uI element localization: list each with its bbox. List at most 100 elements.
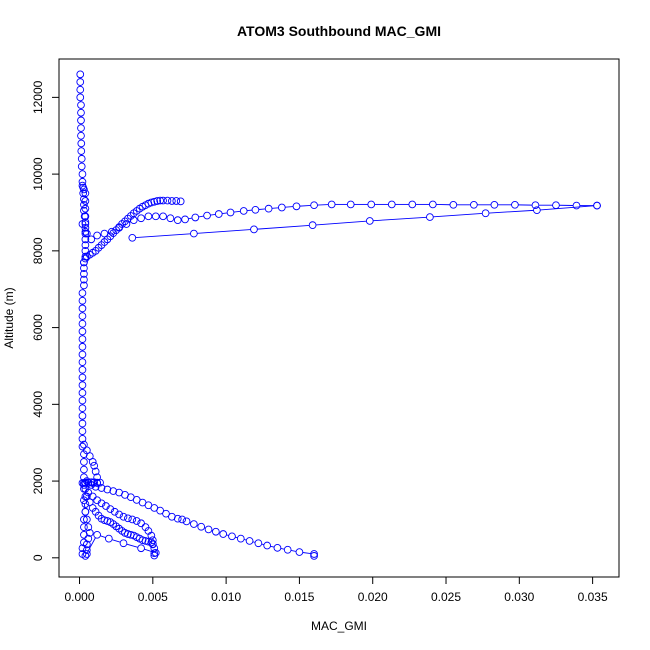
data-point: [103, 485, 112, 494]
data-point: [173, 514, 182, 523]
series-segment: [271, 207, 279, 209]
data-point: [78, 170, 87, 178]
data-point: [76, 85, 85, 94]
data-point: [80, 281, 88, 290]
data-point: [78, 442, 87, 451]
data-point: [132, 517, 141, 525]
data-point: [365, 217, 374, 225]
data-point: [197, 522, 206, 531]
data-point: [80, 515, 88, 524]
data-point: [104, 534, 113, 543]
series-segment: [210, 214, 216, 216]
data-point: [128, 515, 137, 524]
data-point: [408, 200, 417, 209]
y-tick-label: 2000: [31, 467, 45, 494]
data-point: [124, 530, 132, 538]
data-point: [77, 154, 86, 163]
data-point: [190, 229, 198, 238]
data-point: [226, 208, 235, 217]
data-point: [81, 212, 90, 221]
data-point: [81, 189, 90, 198]
data-point: [159, 212, 167, 221]
data-point: [159, 196, 167, 205]
data-series: [83, 477, 318, 560]
data-point: [428, 200, 437, 209]
data-point: [83, 550, 91, 558]
data-point: [181, 215, 189, 224]
series-segment: [135, 233, 191, 239]
data-point: [78, 358, 87, 366]
data-point: [81, 247, 90, 255]
data-point: [91, 482, 100, 491]
data-point: [79, 189, 88, 198]
data-point: [151, 212, 160, 221]
data-point: [77, 162, 86, 171]
series-segment: [270, 545, 275, 548]
x-tick-label: 0.030: [504, 590, 534, 604]
data-point: [141, 537, 150, 545]
data-point: [81, 552, 90, 560]
data-point: [122, 220, 131, 228]
data-point: [295, 548, 304, 556]
series-segment: [302, 552, 311, 554]
data-point: [80, 206, 88, 215]
data-point: [251, 205, 260, 214]
data-point: [129, 216, 138, 225]
data-point: [148, 536, 157, 545]
data-series: [78, 478, 104, 487]
data-point: [128, 233, 137, 242]
y-tick-label: 12000: [31, 80, 45, 114]
data-point: [80, 473, 88, 482]
data-point: [97, 499, 106, 508]
data-point: [77, 147, 86, 155]
data-point: [81, 500, 90, 508]
data-point: [80, 264, 88, 272]
data-point: [178, 515, 186, 524]
data-point: [78, 479, 87, 487]
data-point: [144, 212, 153, 221]
data-point: [147, 538, 156, 547]
data-point: [124, 514, 132, 523]
data-point: [83, 540, 91, 549]
data-point: [80, 200, 88, 209]
data-point: [78, 304, 87, 313]
chart-title: ATOM3 Southbound MAC_GMI: [237, 23, 441, 39]
series-segment: [198, 215, 204, 218]
data-series: [128, 201, 601, 242]
data-point: [162, 509, 170, 518]
data-point: [81, 478, 90, 487]
data-point: [168, 197, 176, 205]
data-point: [85, 529, 94, 537]
y-tick-label: 0: [31, 554, 45, 561]
data-point: [346, 200, 355, 209]
data-point: [76, 93, 85, 102]
data-point: [481, 209, 490, 218]
data-point: [137, 214, 145, 223]
data-point: [137, 519, 145, 528]
series-segment: [373, 216, 427, 222]
series-segment: [433, 213, 483, 218]
data-point: [83, 515, 91, 524]
y-tick-label: 10000: [31, 157, 45, 191]
data-point: [533, 206, 541, 215]
data-point: [90, 478, 99, 487]
data-point: [153, 197, 162, 205]
data-point: [254, 539, 263, 548]
data-point: [310, 550, 318, 558]
series-segment: [86, 537, 96, 554]
data-point: [163, 196, 172, 205]
data-point: [78, 350, 87, 359]
data-point: [470, 200, 478, 209]
data-point: [93, 231, 101, 240]
data-point: [236, 534, 245, 543]
data-point: [81, 204, 90, 213]
data-point: [148, 540, 157, 548]
data-point: [81, 227, 90, 236]
y-axis-label: Altitude (m): [2, 287, 16, 348]
data-point: [78, 427, 87, 436]
data-point: [78, 411, 87, 420]
data-point: [78, 419, 87, 428]
data-point: [78, 342, 87, 351]
series-segment: [488, 209, 534, 214]
data-point: [190, 520, 198, 528]
